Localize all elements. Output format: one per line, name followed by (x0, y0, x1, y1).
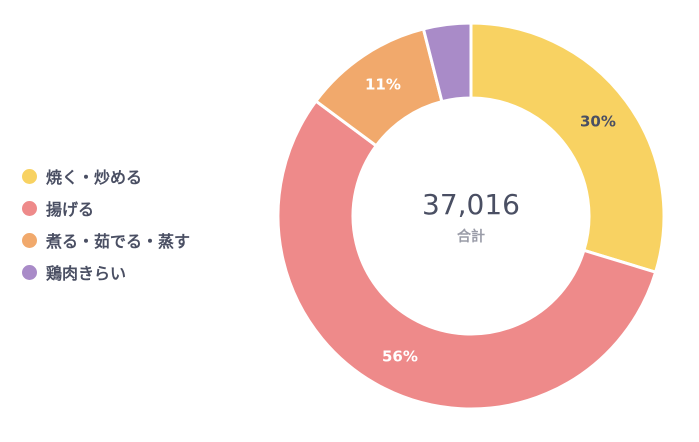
legend-swatch-icon (22, 200, 37, 216)
legend-swatch-icon (22, 264, 37, 280)
slice-dislike-chicken[interactable] (421, 21, 473, 104)
legend-item-deep-fry[interactable]: 揚げる (22, 192, 190, 224)
legend-label: 煮る・茹でる・蒸す (46, 232, 191, 251)
chart-legend: 焼く・炒める 揚げる 煮る・茹でる・蒸す 鶏肉きらい (22, 160, 190, 288)
legend-item-dislike-chicken[interactable]: 鶏肉きらい (22, 256, 190, 288)
slice-label-grill-stirfry: 30% (580, 112, 616, 130)
slice-labels: 30% 56% 11% (365, 75, 616, 365)
slice-deep-fry[interactable] (276, 99, 658, 411)
slice-label-simmer-boil-steam: 11% (365, 75, 401, 93)
legend-swatch-icon (22, 168, 37, 184)
center-caption: 合計 (457, 228, 485, 245)
legend-swatch-icon (22, 232, 37, 248)
donut-slices (276, 21, 666, 411)
legend-label: 焼く・炒める (46, 168, 143, 187)
legend-item-grill-stirfry[interactable]: 焼く・炒める (22, 160, 190, 192)
legend-label: 鶏肉きらい (46, 264, 127, 283)
center-total: 37,016 (422, 188, 520, 221)
slice-label-deep-fry: 56% (382, 348, 418, 366)
legend-label: 揚げる (46, 200, 95, 219)
slice-grill-stirfry[interactable] (469, 21, 666, 275)
legend-item-simmer-boil-steam[interactable]: 煮る・茹でる・蒸す (22, 224, 190, 256)
